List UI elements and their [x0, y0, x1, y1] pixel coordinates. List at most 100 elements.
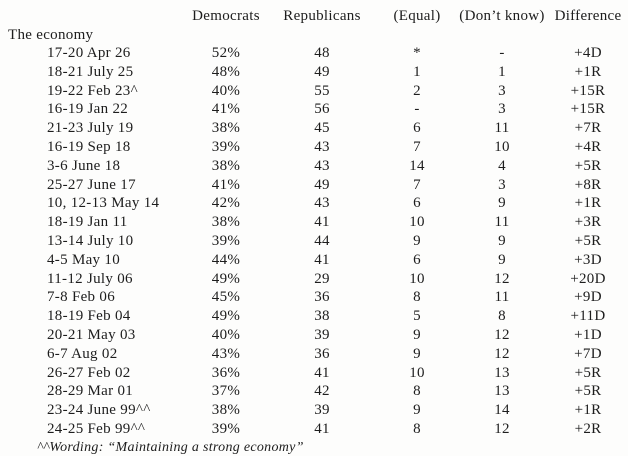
dont-know-value: 14: [494, 402, 510, 419]
dont-know-value: 3: [498, 176, 506, 193]
democrats-value: 43%: [211, 345, 241, 362]
difference-value: +2R: [574, 420, 602, 437]
democrats-value: 40%: [211, 82, 241, 99]
table-row: 23-24 June 99^^ 38% 39 9 14 +1R: [0, 401, 628, 420]
equal-value: -: [414, 101, 420, 118]
poll-date: 18-19 Jan 11: [47, 214, 128, 231]
table-row: 18-21 July 25 48% 49 1 1 +1R: [0, 63, 628, 82]
poll-date: 7-8 Feb 06: [47, 289, 115, 306]
section-label: The economy: [8, 27, 94, 43]
republicans-value: 48: [314, 45, 330, 61]
democrats-value: 41%: [211, 176, 241, 193]
dont-know-value: 9: [498, 232, 506, 249]
column-header-republicans: Republicans: [283, 8, 361, 24]
dont-know-value: 8: [498, 308, 506, 325]
poll-date: 16-19 Sep 18: [47, 138, 131, 155]
republicans-value: 42: [314, 383, 330, 400]
democrats-value: 42%: [211, 195, 241, 212]
republicans-value: 39: [314, 326, 330, 343]
table-row: 3-6 June 18 38% 43 14 4 +5R: [0, 157, 628, 176]
poll-date: 10, 12-13 May 14: [47, 195, 160, 212]
equal-value: 1: [413, 63, 421, 80]
table-row: 11-12 July 06 49% 29 10 12 +20D: [0, 270, 628, 289]
dont-know-value: 9: [498, 195, 506, 212]
democrats-value: 39%: [211, 232, 241, 249]
table-row: 16-19 Jan 22 41% 56 - 3 +15R: [0, 100, 628, 119]
democrats-value: 49%: [211, 308, 241, 325]
equal-value: 2: [413, 82, 421, 99]
difference-value: +1R: [574, 195, 602, 212]
dont-know-value: 11: [494, 289, 510, 306]
dont-know-value: 12: [494, 270, 510, 287]
democrats-value: 52%: [211, 45, 241, 61]
republicans-value: 41: [314, 251, 330, 268]
dont-know-value: 12: [494, 345, 510, 362]
difference-value: +11D: [570, 308, 606, 325]
equal-value: 8: [413, 383, 421, 400]
poll-date: 21-23 July 19: [47, 120, 134, 137]
poll-date: 4-5 May 10: [47, 251, 120, 268]
equal-value: 9: [413, 326, 421, 343]
dont-know-value: 4: [498, 157, 506, 174]
poll-date: 26-27 Feb 02: [47, 364, 131, 381]
dont-know-value: 9: [498, 251, 506, 268]
poll-date: 11-12 July 06: [47, 270, 133, 287]
difference-value: +5R: [574, 383, 602, 400]
difference-value: +20D: [570, 270, 606, 287]
equal-value: 10: [409, 270, 425, 287]
poll-date: 18-21 July 25: [47, 63, 134, 80]
difference-value: +4D: [574, 45, 602, 61]
democrats-value: 37%: [211, 383, 241, 400]
democrats-value: 39%: [211, 420, 241, 437]
column-header-dont-know: (Don’t know): [459, 8, 545, 24]
difference-value: +9D: [574, 289, 602, 306]
republicans-value: 38: [314, 308, 330, 325]
difference-value: +15R: [570, 101, 606, 118]
dont-know-value: 3: [498, 82, 506, 99]
democrats-value: 36%: [211, 364, 241, 381]
dont-know-value: 13: [494, 383, 510, 400]
republicans-value: 49: [314, 63, 330, 80]
difference-value: +4R: [574, 138, 602, 155]
republicans-value: 45: [314, 120, 330, 137]
poll-date: 16-19 Jan 22: [47, 101, 129, 118]
table-row: 20-21 May 03 40% 39 9 12 +1D: [0, 326, 628, 345]
democrats-value: 45%: [211, 289, 241, 306]
table-row: 19-22 Feb 23^ 40% 55 2 3 +15R: [0, 82, 628, 101]
dont-know-value: -: [499, 45, 505, 61]
difference-value: +15R: [570, 82, 606, 99]
difference-value: +1R: [574, 63, 602, 80]
poll-date: 18-19 Feb 04: [47, 308, 131, 325]
table-row: 4-5 May 10 44% 41 6 9 +3D: [0, 251, 628, 270]
republicans-value: 44: [314, 232, 330, 249]
poll-results-table: Democrats Republicans (Equal) (Don’t kno…: [0, 6, 628, 439]
republicans-value: 36: [314, 345, 330, 362]
republicans-value: 39: [314, 402, 330, 419]
republicans-value: 41: [314, 364, 330, 381]
poll-date: 19-22 Feb 23^: [47, 82, 138, 99]
republicans-value: 36: [314, 289, 330, 306]
difference-value: +1R: [574, 402, 602, 419]
democrats-value: 44%: [211, 251, 241, 268]
table-row: 18-19 Jan 11 38% 41 10 11 +3R: [0, 213, 628, 232]
equal-value: 6: [413, 120, 421, 137]
poll-date: 24-25 Feb 99^^: [47, 420, 146, 437]
democrats-value: 38%: [211, 402, 241, 419]
republicans-value: 41: [314, 214, 330, 231]
democrats-value: 41%: [211, 101, 241, 118]
democrats-value: 38%: [211, 120, 241, 137]
difference-value: +8R: [574, 176, 602, 193]
equal-value: 10: [409, 364, 425, 381]
column-header-democrats: Democrats: [192, 8, 260, 24]
equal-value: 6: [413, 251, 421, 268]
difference-value: +7D: [574, 345, 602, 362]
table-row: 26-27 Feb 02 36% 41 10 13 +5R: [0, 364, 628, 383]
table-row: 13-14 July 10 39% 44 9 9 +5R: [0, 232, 628, 251]
dont-know-value: 1: [498, 63, 506, 80]
equal-value: 9: [413, 232, 421, 249]
democrats-value: 48%: [211, 63, 241, 80]
poll-date: 17-20 Apr 26: [47, 45, 131, 61]
republicans-value: 55: [314, 82, 330, 99]
republicans-value: 29: [314, 270, 330, 287]
